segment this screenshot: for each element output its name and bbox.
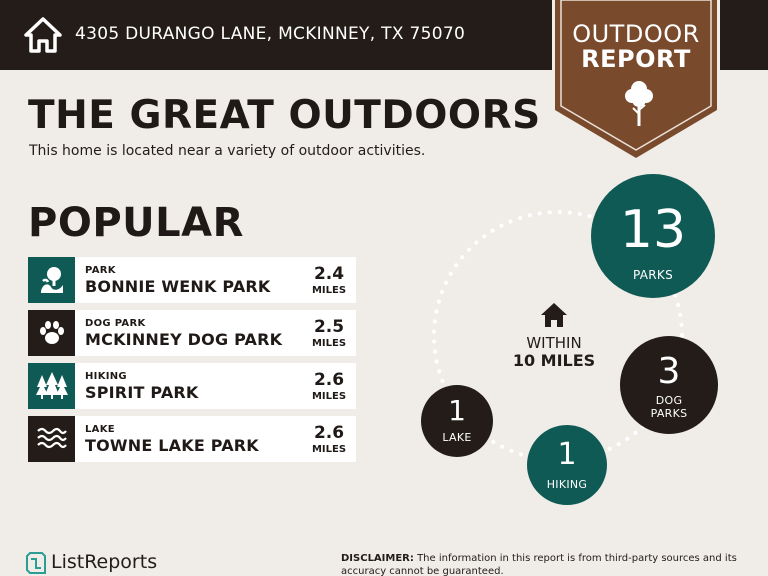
dog-parks-count: 3 <box>657 351 681 392</box>
brand-name[interactable]: ListReports <box>51 551 158 573</box>
lake-count: 1 <box>448 394 466 427</box>
disclaimer: DISCLAIMER: The information in this repo… <box>341 552 741 576</box>
dog-parks-count-circle: 3 DOG PARKS <box>620 336 718 434</box>
item-distance-unit: MILES <box>311 391 347 402</box>
waves-icon <box>36 427 67 449</box>
item-name: SPIRIT PARK <box>85 383 199 402</box>
list-item[interactable]: LAKE TOWNE LAKE PARK 2.6 MILES <box>28 416 356 462</box>
disclaimer-text: The information in this report is from t… <box>341 553 737 576</box>
park-icon-box <box>28 257 75 303</box>
hiking-label: HIKING <box>546 478 588 491</box>
item-name: MCKINNEY DOG PARK <box>85 330 283 349</box>
parks-count: 13 <box>619 200 687 260</box>
hiking-count-circle: 1 HIKING <box>527 425 607 505</box>
item-distance: 2.6 <box>313 423 345 443</box>
trees-icon <box>35 372 68 399</box>
item-distance: 2.5 <box>313 317 345 337</box>
hiking-count: 1 <box>557 437 577 472</box>
popular-list: PARK BONNIE WENK PARK 2.4 MILES DOG PARK… <box>28 257 356 469</box>
page-subtitle: This home is located near a variety of o… <box>29 143 426 159</box>
trees-icon-box <box>28 363 75 409</box>
item-name: TOWNE LAKE PARK <box>85 436 259 455</box>
dog-parks-label-2: PARKS <box>650 407 688 420</box>
item-category: PARK <box>85 265 116 276</box>
tree-icon <box>625 81 653 126</box>
item-category: HIKING <box>85 371 127 382</box>
item-distance: 2.6 <box>313 370 345 390</box>
property-address: 4305 DURANGO LANE, MCKINNEY, TX 75070 <box>75 24 466 44</box>
list-item[interactable]: DOG PARK MCKINNEY DOG PARK 2.5 MILES <box>28 310 356 356</box>
popular-heading: POPULAR <box>28 200 244 246</box>
lake-label: LAKE <box>442 431 472 444</box>
lake-count-circle: 1 LAKE <box>421 385 493 457</box>
badge-line-2: REPORT <box>581 45 691 73</box>
home-icon <box>541 303 567 327</box>
badge-line-1: OUTDOOR <box>572 20 700 48</box>
disclaimer-label: DISCLAIMER: <box>341 553 414 564</box>
item-category: DOG PARK <box>85 318 146 329</box>
item-category: LAKE <box>85 424 115 435</box>
radius-ring <box>432 210 684 462</box>
within-distance: 10 MILES <box>512 351 596 370</box>
waves-icon-box <box>28 416 75 462</box>
item-distance: 2.4 <box>313 264 345 284</box>
paw-icon <box>39 321 64 344</box>
page-title: THE GREAT OUTDOORS <box>28 93 541 138</box>
paw-icon-box <box>28 310 75 356</box>
list-item[interactable]: HIKING SPIRIT PARK 2.6 MILES <box>28 363 356 409</box>
item-distance-unit: MILES <box>311 444 347 455</box>
outdoor-report-badge: OUTDOOR REPORT <box>552 0 720 162</box>
item-distance-unit: MILES <box>311 285 347 296</box>
parks-count-circle: 13 PARKS <box>591 174 715 298</box>
park-icon <box>40 267 63 293</box>
item-distance-unit: MILES <box>311 338 347 349</box>
dog-parks-label-1: DOG <box>655 394 683 407</box>
parks-label: PARKS <box>632 268 673 282</box>
listreports-logo-icon <box>26 552 46 574</box>
item-name: BONNIE WENK PARK <box>85 277 271 296</box>
home-icon <box>24 17 62 53</box>
within-label: WITHIN <box>526 334 582 352</box>
list-item[interactable]: PARK BONNIE WENK PARK 2.4 MILES <box>28 257 356 303</box>
